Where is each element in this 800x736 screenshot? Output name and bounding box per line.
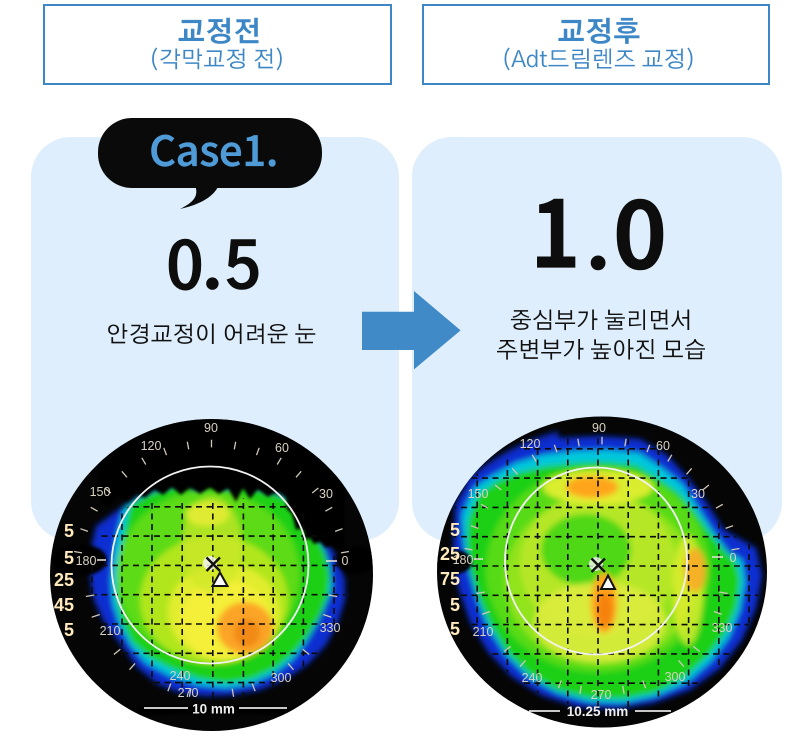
svg-text:10.25 mm: 10.25 mm	[567, 704, 629, 719]
svg-text:25: 25	[54, 570, 74, 590]
svg-text:270: 270	[178, 686, 199, 700]
svg-text:210: 210	[473, 625, 494, 639]
svg-text:120: 120	[141, 439, 162, 453]
svg-text:5: 5	[64, 521, 74, 541]
svg-text:270: 270	[591, 688, 612, 702]
svg-text:5: 5	[64, 620, 74, 640]
svg-text:0: 0	[342, 554, 349, 568]
svg-text:30: 30	[691, 487, 705, 501]
svg-text:5: 5	[450, 619, 460, 639]
svg-text:25: 25	[440, 544, 460, 564]
svg-text:300: 300	[271, 671, 292, 685]
svg-text:5: 5	[64, 548, 74, 568]
svg-text:180: 180	[453, 553, 474, 567]
svg-text:75: 75	[440, 569, 460, 589]
svg-text:210: 210	[100, 624, 121, 638]
svg-text:330: 330	[712, 621, 733, 635]
svg-text:60: 60	[275, 441, 289, 455]
svg-text:45: 45	[54, 595, 74, 615]
svg-text:0: 0	[730, 551, 737, 565]
svg-text:60: 60	[656, 439, 670, 453]
svg-text:240: 240	[170, 669, 191, 683]
svg-text:150: 150	[90, 485, 111, 499]
svg-text:5: 5	[450, 520, 460, 540]
svg-text:330: 330	[320, 621, 341, 635]
svg-text:90: 90	[204, 421, 218, 435]
svg-text:240: 240	[522, 671, 543, 685]
svg-text:5: 5	[450, 595, 460, 615]
svg-text:90: 90	[592, 421, 606, 435]
svg-text:30: 30	[319, 487, 333, 501]
svg-text:180: 180	[76, 554, 97, 568]
svg-text:120: 120	[520, 437, 541, 451]
svg-text:10 mm: 10 mm	[192, 702, 235, 717]
svg-text:150: 150	[468, 487, 489, 501]
svg-text:300: 300	[665, 670, 686, 684]
